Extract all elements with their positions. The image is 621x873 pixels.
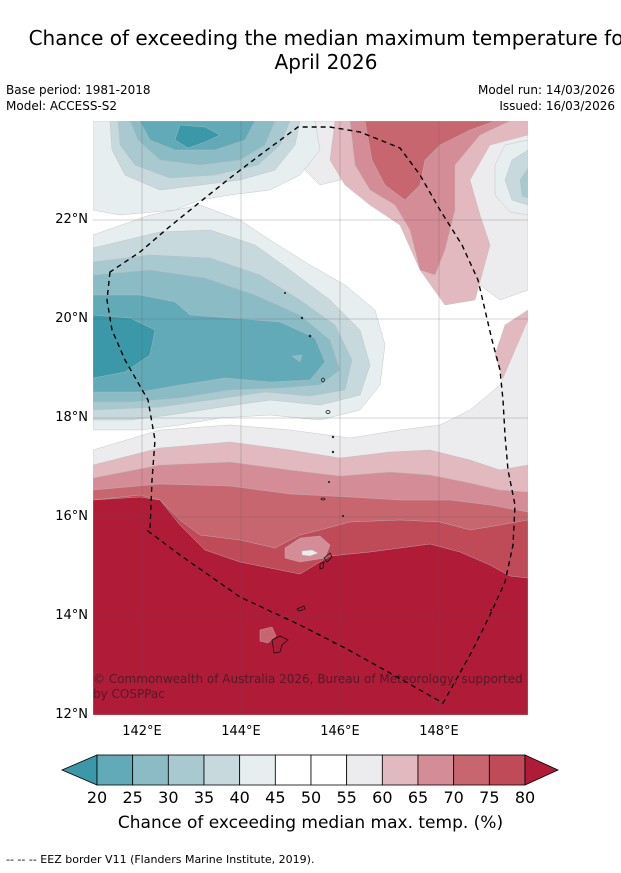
gridlines xyxy=(93,121,528,715)
islands xyxy=(271,291,492,654)
colorbar-segment-20-25 xyxy=(96,754,134,786)
contour-80-south xyxy=(93,496,528,715)
island-small-6 xyxy=(331,435,335,439)
island-small-3 xyxy=(320,497,326,501)
colorbar-segment-35-40 xyxy=(203,754,241,786)
lat-label-22n: 22°N xyxy=(55,212,88,227)
meta-left: Base period: 1981-2018 Model: ACCESS-S2 xyxy=(6,82,151,114)
lat-label-18n: 18°N xyxy=(55,410,88,425)
lat-label-16n: 16°N xyxy=(55,509,88,524)
contour-20-nw xyxy=(174,124,221,149)
island-small-4 xyxy=(308,334,312,338)
colorbar-segment-60-65 xyxy=(381,754,419,786)
colorbar-segment-70-75 xyxy=(453,754,490,786)
chart-title: Chance of exceeding the median maximum t… xyxy=(0,26,621,74)
lat-label-12n: 12°N xyxy=(55,707,88,722)
contour-20-central xyxy=(93,314,156,379)
island-small-5 xyxy=(300,316,304,320)
island-small-7 xyxy=(331,450,335,454)
island-small-12 xyxy=(489,609,492,612)
colorbar-tick-50: 50 xyxy=(300,788,322,807)
colorbar-segment-50-55 xyxy=(310,754,348,786)
colorbar-tick-80: 80 xyxy=(514,788,536,807)
island-small-2 xyxy=(325,410,331,414)
colorbar-tick-60: 60 xyxy=(372,788,393,807)
colorbar-arrow-low xyxy=(60,754,98,786)
contour-75-guam xyxy=(259,626,277,644)
lon-label-148e: 148°E xyxy=(419,724,459,739)
colorbar-segment-45-50 xyxy=(274,754,312,786)
title-line-1: Chance of exceeding the median maximum t… xyxy=(28,26,621,50)
model-name: Model: ACCESS-S2 xyxy=(6,99,118,113)
lat-label-20n: 20°N xyxy=(55,311,88,326)
map-area xyxy=(93,121,528,715)
contour-60-saipan xyxy=(301,549,319,557)
colorbar-tick-70: 70 xyxy=(443,788,464,807)
colorbar-segment-65-70 xyxy=(417,754,455,786)
island-small-8 xyxy=(327,480,330,483)
eez-border xyxy=(106,126,516,704)
colorbar-segment-25-30 xyxy=(132,754,169,786)
colorbar-segment-40-45 xyxy=(239,754,276,786)
colorbar-tick-40: 40 xyxy=(229,788,250,807)
contour-75-north xyxy=(364,121,496,201)
lat-label-14n: 14°N xyxy=(55,608,88,623)
island-rota xyxy=(296,605,306,612)
contour-35-ne xyxy=(519,167,528,199)
issued-date: Issued: 16/03/2026 xyxy=(499,99,615,113)
island-guam xyxy=(271,635,289,654)
colorbar-arrow-high xyxy=(524,754,559,786)
colorbar-tick-20: 20 xyxy=(86,788,108,807)
colorbar-tick-65: 65 xyxy=(407,788,429,807)
base-period: Base period: 1981-2018 xyxy=(6,83,151,97)
colorbar-segment-75-80 xyxy=(488,754,526,786)
colorbar-segment-55-60 xyxy=(346,754,383,786)
island-saipan xyxy=(323,552,333,563)
island-small-1 xyxy=(321,377,325,383)
lon-label-142e: 142°E xyxy=(122,724,162,739)
colorbar-title: Chance of exceeding median max. temp. (%… xyxy=(117,813,504,833)
contour-30-spot xyxy=(291,354,303,363)
footnote: -- -- -- EEZ border V11 (Flanders Marine… xyxy=(6,853,315,866)
model-run: Model run: 14/03/2026 xyxy=(477,83,615,97)
contour-70-saipan xyxy=(284,535,331,563)
meta-right: Model run: 14/03/2026 Issued: 16/03/2026 xyxy=(478,82,615,114)
island-small-9 xyxy=(341,515,344,518)
colorbar-tick-30: 30 xyxy=(158,788,179,807)
colorbar-segment-30-35 xyxy=(167,754,205,786)
colorbar-tick-75: 75 xyxy=(479,788,500,807)
copyright-notice: © Commonwealth of Australia 2026, Bureau… xyxy=(93,672,523,701)
colorbar-tick-45: 45 xyxy=(265,788,286,807)
island-small-10 xyxy=(283,291,286,294)
colorbar-tick-25: 25 xyxy=(122,788,143,807)
lon-label-146e: 146°E xyxy=(320,724,360,739)
lon-label-144e: 144°E xyxy=(221,724,261,739)
colorbar xyxy=(60,754,559,786)
title-line-2: April 2026 xyxy=(274,50,378,74)
island-tinian xyxy=(319,561,325,570)
colorbar-tick-35: 35 xyxy=(193,788,215,807)
colorbar-tick-55: 55 xyxy=(336,788,357,807)
